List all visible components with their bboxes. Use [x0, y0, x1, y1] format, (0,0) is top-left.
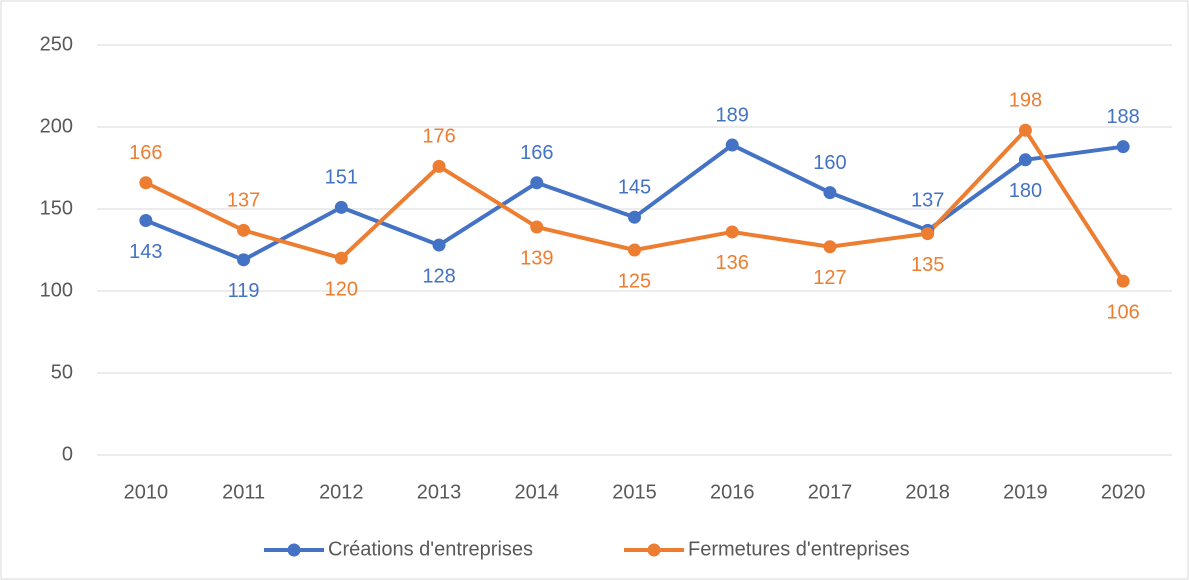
data-label: 151 — [325, 167, 358, 189]
x-tick-label: 2017 — [808, 481, 853, 503]
legend-label: Créations d'entreprises — [328, 538, 533, 560]
data-label: 137 — [911, 190, 944, 212]
x-tick-label: 2011 — [222, 481, 265, 503]
data-label: 135 — [911, 254, 944, 276]
data-point — [921, 227, 935, 241]
data-label: 120 — [325, 278, 358, 300]
data-label: 198 — [1009, 90, 1042, 112]
data-label: 106 — [1106, 301, 1139, 323]
x-tick-label: 2010 — [124, 481, 169, 503]
data-label: 180 — [1009, 180, 1042, 202]
data-point — [334, 200, 348, 214]
data-point — [1018, 153, 1032, 167]
y-tick-label: 100 — [40, 279, 73, 301]
data-label: 125 — [618, 270, 651, 292]
data-label: 166 — [520, 142, 553, 164]
data-label: 189 — [716, 104, 749, 126]
y-tick-label: 0 — [62, 443, 73, 465]
y-tick-label: 50 — [51, 361, 73, 383]
data-label: 143 — [129, 241, 162, 263]
y-tick-label: 250 — [40, 33, 73, 55]
data-point — [725, 225, 739, 239]
x-tick-label: 2012 — [319, 481, 364, 503]
legend-label: Fermetures d'entreprises — [688, 538, 910, 560]
data-point — [823, 240, 837, 254]
data-label: 137 — [227, 190, 260, 212]
legend-marker — [287, 543, 301, 557]
data-point — [1116, 274, 1130, 288]
legend-marker — [647, 543, 661, 557]
data-label: 188 — [1106, 106, 1139, 128]
data-label: 139 — [520, 247, 553, 269]
x-tick-label: 2016 — [710, 481, 755, 503]
x-tick-label: 2018 — [905, 481, 950, 503]
x-tick-label: 2015 — [612, 481, 657, 503]
data-label: 160 — [813, 152, 846, 174]
data-point — [237, 223, 251, 237]
data-label: 136 — [716, 252, 749, 274]
data-point — [530, 220, 544, 234]
x-tick-label: 2020 — [1101, 481, 1146, 503]
data-label: 127 — [813, 267, 846, 289]
x-tick-label: 2019 — [1003, 481, 1048, 503]
data-point — [628, 210, 641, 224]
data-point — [139, 176, 153, 190]
y-tick-label: 150 — [40, 197, 73, 219]
data-point — [139, 213, 153, 227]
data-point — [334, 251, 348, 265]
data-label: 166 — [129, 142, 162, 164]
data-point — [432, 238, 446, 252]
data-label: 145 — [618, 176, 651, 198]
data-point — [530, 176, 544, 190]
data-point — [1116, 140, 1130, 154]
data-point — [237, 253, 251, 267]
data-label: 176 — [422, 126, 455, 148]
y-tick-label: 200 — [40, 115, 73, 137]
data-point — [823, 186, 837, 200]
data-point — [628, 243, 641, 257]
data-point — [432, 159, 446, 173]
data-point — [1018, 123, 1032, 137]
x-tick-label: 2014 — [515, 481, 560, 503]
x-tick-label: 2013 — [417, 481, 462, 503]
data-label: 128 — [422, 265, 455, 287]
data-point — [725, 138, 739, 152]
data-label: 119 — [228, 280, 260, 302]
